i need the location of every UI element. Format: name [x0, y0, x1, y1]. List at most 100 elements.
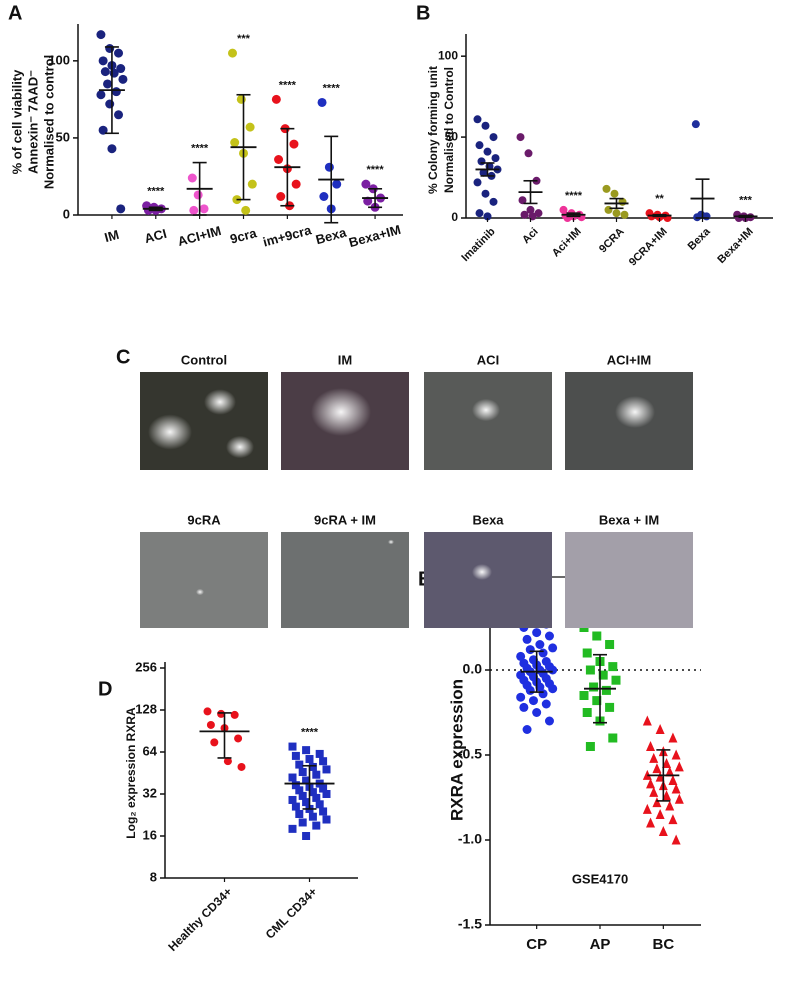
data-point [288, 795, 297, 804]
data-point [116, 204, 126, 214]
panel-label: B [416, 2, 430, 24]
data-point [107, 144, 117, 154]
panel-label: C [116, 346, 130, 368]
data-point [589, 682, 599, 692]
data-point [544, 631, 554, 641]
data-point [111, 87, 121, 97]
data-point [193, 190, 203, 200]
data-point [528, 212, 537, 221]
data-point [247, 179, 257, 189]
data-point [295, 760, 304, 769]
y-tick-label: 0.0 [463, 661, 483, 677]
data-point [526, 205, 535, 214]
data-point [608, 662, 618, 672]
photo-detail [388, 539, 394, 545]
data-point [203, 707, 212, 716]
data-point [655, 724, 665, 734]
data-point [541, 699, 551, 709]
y-axis-label: Annexin⁻ 7AAD⁻ [25, 70, 40, 174]
data-point [96, 30, 106, 40]
data-point [475, 209, 484, 218]
data-point [674, 793, 684, 804]
data-point [592, 631, 602, 641]
data-point [114, 110, 124, 120]
data-point [665, 800, 675, 811]
photo [140, 532, 268, 628]
data-point [298, 791, 307, 800]
y-axis-label: Normalised to control [41, 55, 56, 189]
y-axis-label: % Colony forming unit [426, 66, 440, 194]
data-point [516, 692, 526, 702]
data-point [585, 742, 595, 751]
data-point [116, 64, 126, 74]
data-point [295, 786, 304, 795]
photo [565, 532, 693, 628]
data-point [608, 733, 618, 743]
significance-label: *** [739, 195, 753, 207]
significance-label: **** [323, 82, 341, 94]
data-point [96, 90, 106, 100]
data-point [234, 734, 243, 743]
data-point [585, 665, 595, 675]
data-point [538, 689, 548, 699]
data-point [532, 708, 542, 717]
significance-label: **** [147, 186, 165, 198]
data-point [302, 776, 311, 785]
data-point [105, 99, 115, 109]
data-point [312, 793, 321, 802]
data-point [114, 48, 124, 58]
y-axis-label: RXRA expression [447, 679, 466, 821]
data-point [548, 665, 558, 675]
data-point [479, 168, 488, 177]
data-point [109, 68, 119, 78]
data-point [691, 120, 700, 129]
data-point [671, 834, 681, 845]
data-point [206, 720, 215, 729]
data-point [668, 814, 678, 825]
data-point [489, 133, 498, 142]
data-point [662, 758, 672, 768]
data-point [241, 205, 251, 215]
data-point [483, 212, 492, 221]
data-point [525, 685, 535, 695]
data-point [655, 809, 665, 819]
data-point [312, 821, 321, 830]
x-tick-label: ACI [143, 226, 169, 246]
data-point [223, 757, 232, 766]
y-tick-label: 128 [135, 701, 157, 716]
data-point [288, 773, 297, 782]
data-point [324, 162, 334, 172]
data-point [489, 197, 498, 206]
photo [281, 532, 409, 628]
photo-detail [196, 588, 204, 596]
data-point [519, 702, 529, 712]
data-point [210, 738, 219, 747]
y-tick-label: 50 [445, 129, 459, 143]
data-point [361, 179, 371, 189]
image-title: 9cRA + IM [314, 512, 376, 527]
data-point [582, 648, 592, 658]
data-point [228, 48, 237, 58]
y-tick-label: -1.5 [458, 916, 482, 932]
y-tick-label: 16 [143, 827, 157, 842]
data-point [693, 213, 702, 222]
data-point [655, 771, 665, 782]
significance-label: **** [565, 190, 583, 202]
data-point [315, 749, 324, 758]
panel-label: A [8, 2, 22, 24]
significance-label: **** [367, 164, 385, 176]
data-point [319, 192, 329, 201]
data-point [483, 147, 492, 156]
data-point [652, 797, 662, 808]
data-point [473, 115, 482, 124]
panel-label: D [98, 678, 112, 700]
photo-detail [148, 414, 192, 450]
data-point [610, 189, 619, 198]
data-point [230, 138, 240, 148]
photo-detail [472, 564, 492, 580]
data-point [332, 179, 342, 189]
y-axis-label: Log₂ expression RXRA [124, 707, 138, 839]
data-point [288, 824, 297, 833]
data-point [105, 44, 115, 53]
data-point [103, 79, 113, 89]
